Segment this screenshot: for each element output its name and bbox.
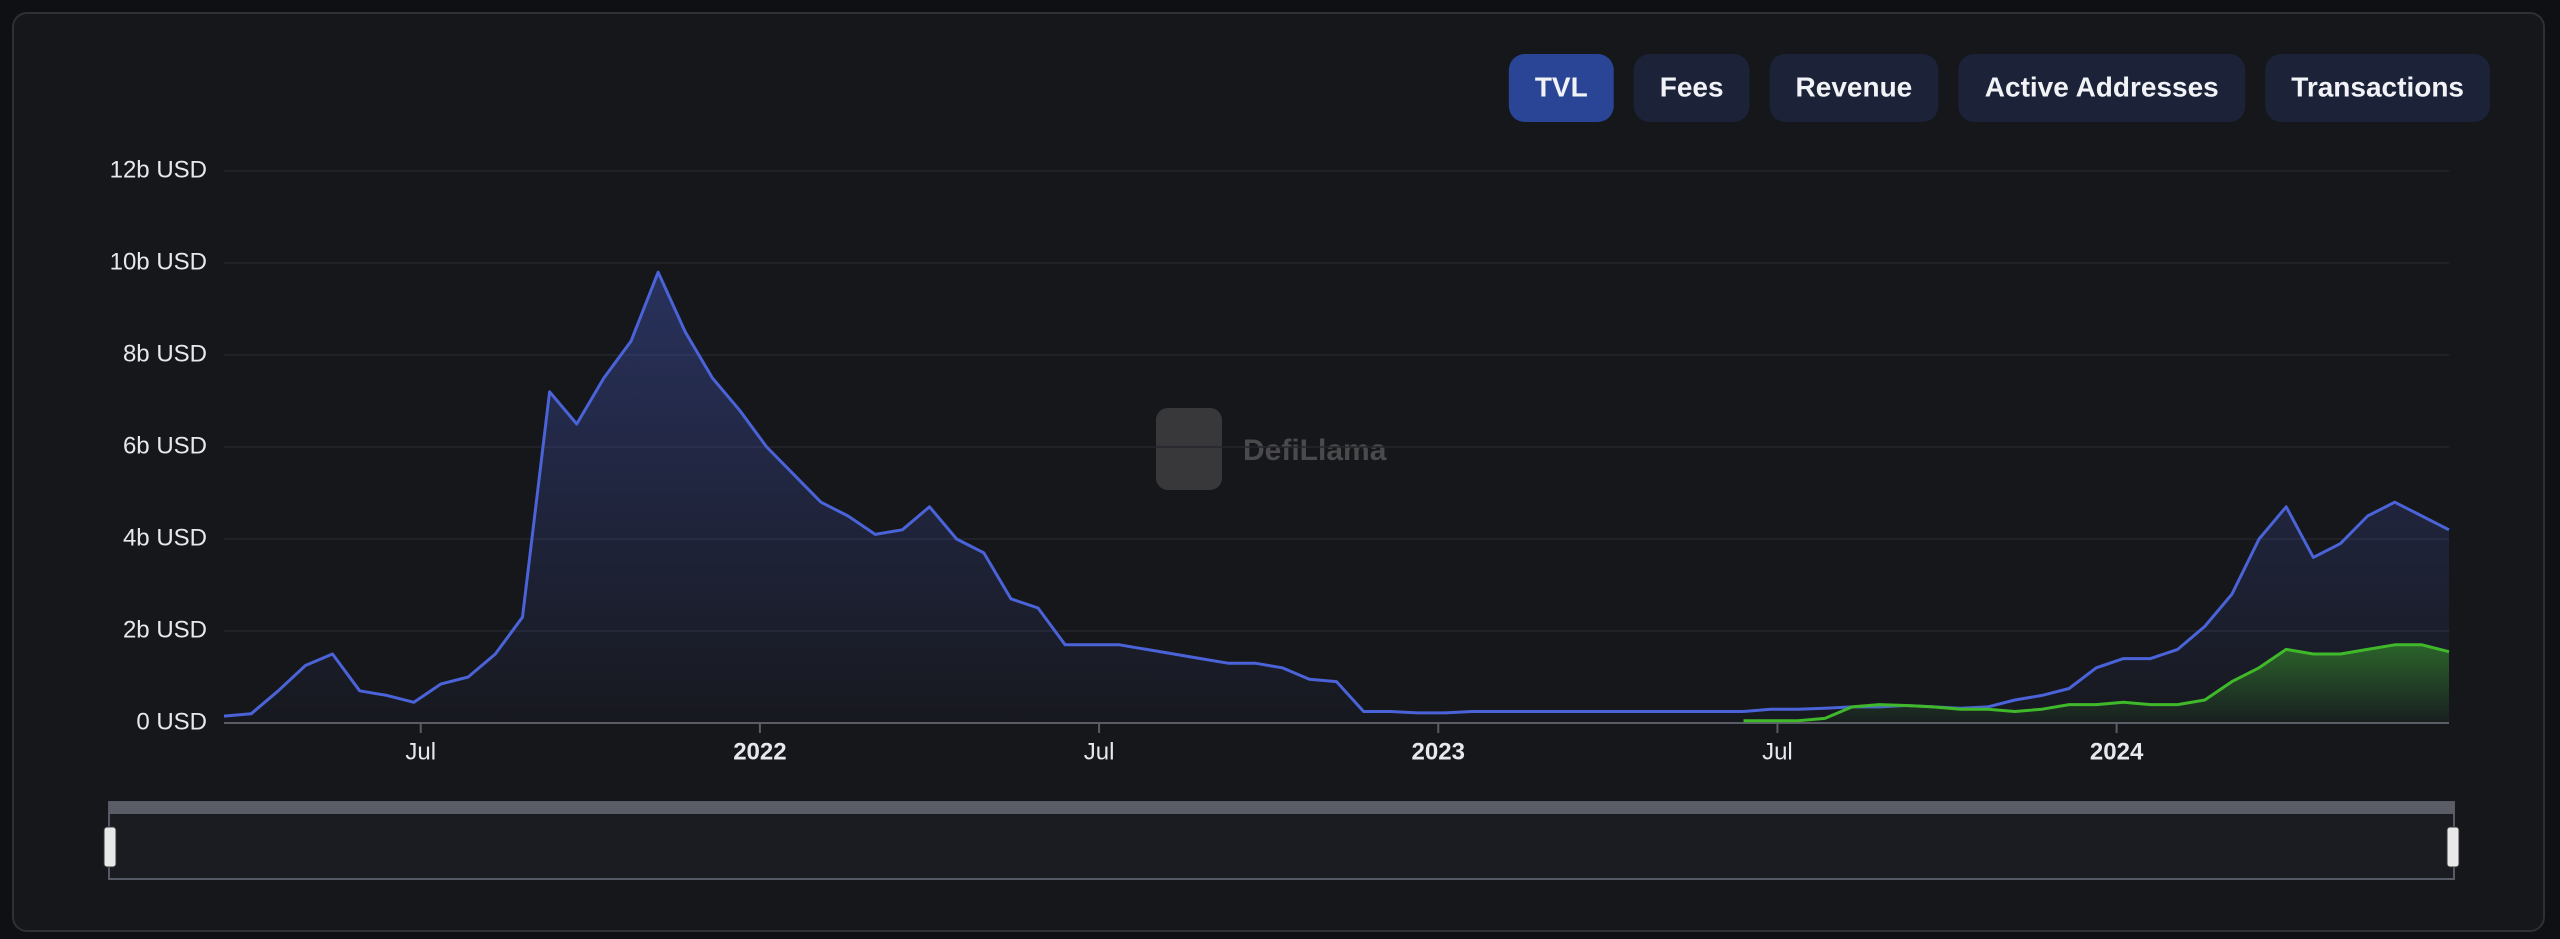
x-tick-label: 2023 <box>1412 738 1465 765</box>
tab-button-label: TVL <box>1535 71 1588 102</box>
area <box>1743 644 2449 723</box>
tab-button-label: Revenue <box>1796 71 1913 102</box>
navigator-handle[interactable] <box>103 826 117 868</box>
tab-button[interactable]: Transactions <box>2265 54 2490 122</box>
line <box>223 270 2450 718</box>
y-tick-label: 2b USD <box>123 616 207 643</box>
y-tick-label: 6b USD <box>123 432 207 459</box>
tab-button-label: Active Addresses <box>1985 71 2219 102</box>
tab-button-bg <box>1508 54 1614 122</box>
watermark-text: DefiLlama <box>1243 434 1387 467</box>
y-tick-label: 10b USD <box>110 248 207 275</box>
y-tick-label: 12b USD <box>110 156 207 183</box>
x-tick-label: 2024 <box>2090 738 2144 765</box>
tab-button-bg <box>2265 54 2490 122</box>
card <box>12 12 2545 932</box>
area <box>224 272 2449 723</box>
tab-button[interactable]: Active Addresses <box>1958 54 2246 122</box>
x-tick-label: 2022 <box>733 738 786 765</box>
tab-button[interactable]: Revenue <box>1769 54 1939 122</box>
tab-button-bg <box>1769 54 1939 122</box>
plot: 0 USD 2b USD 4b USD 6b USD 8b USD 10b USD 12b … <box>110 156 2450 765</box>
tab-button-label: Fees <box>1660 71 1724 102</box>
line <box>1743 643 2450 723</box>
x-tick-label: Jul <box>1762 738 1793 765</box>
tab-button-label: Transactions <box>2291 71 2464 102</box>
tab-button[interactable]: Fees <box>1633 54 1750 122</box>
tab-button-bg <box>1958 54 2246 122</box>
y-tick-label: 4b USD <box>123 524 207 551</box>
x-tick-label: Jul <box>405 738 436 765</box>
watermark: DefiLlama <box>1156 408 1387 490</box>
tab-button-bg <box>1633 54 1750 122</box>
range-navigator[interactable] <box>108 801 2455 880</box>
tab-button[interactable]: TVL <box>1508 54 1614 122</box>
navigator-bar[interactable] <box>109 802 2454 814</box>
y-tick-label: 8b USD <box>123 340 207 367</box>
navigator-handle[interactable] <box>2446 826 2460 868</box>
x-tick-label: Jul <box>1084 738 1115 765</box>
y-tick-label: 0 USD <box>136 708 207 735</box>
